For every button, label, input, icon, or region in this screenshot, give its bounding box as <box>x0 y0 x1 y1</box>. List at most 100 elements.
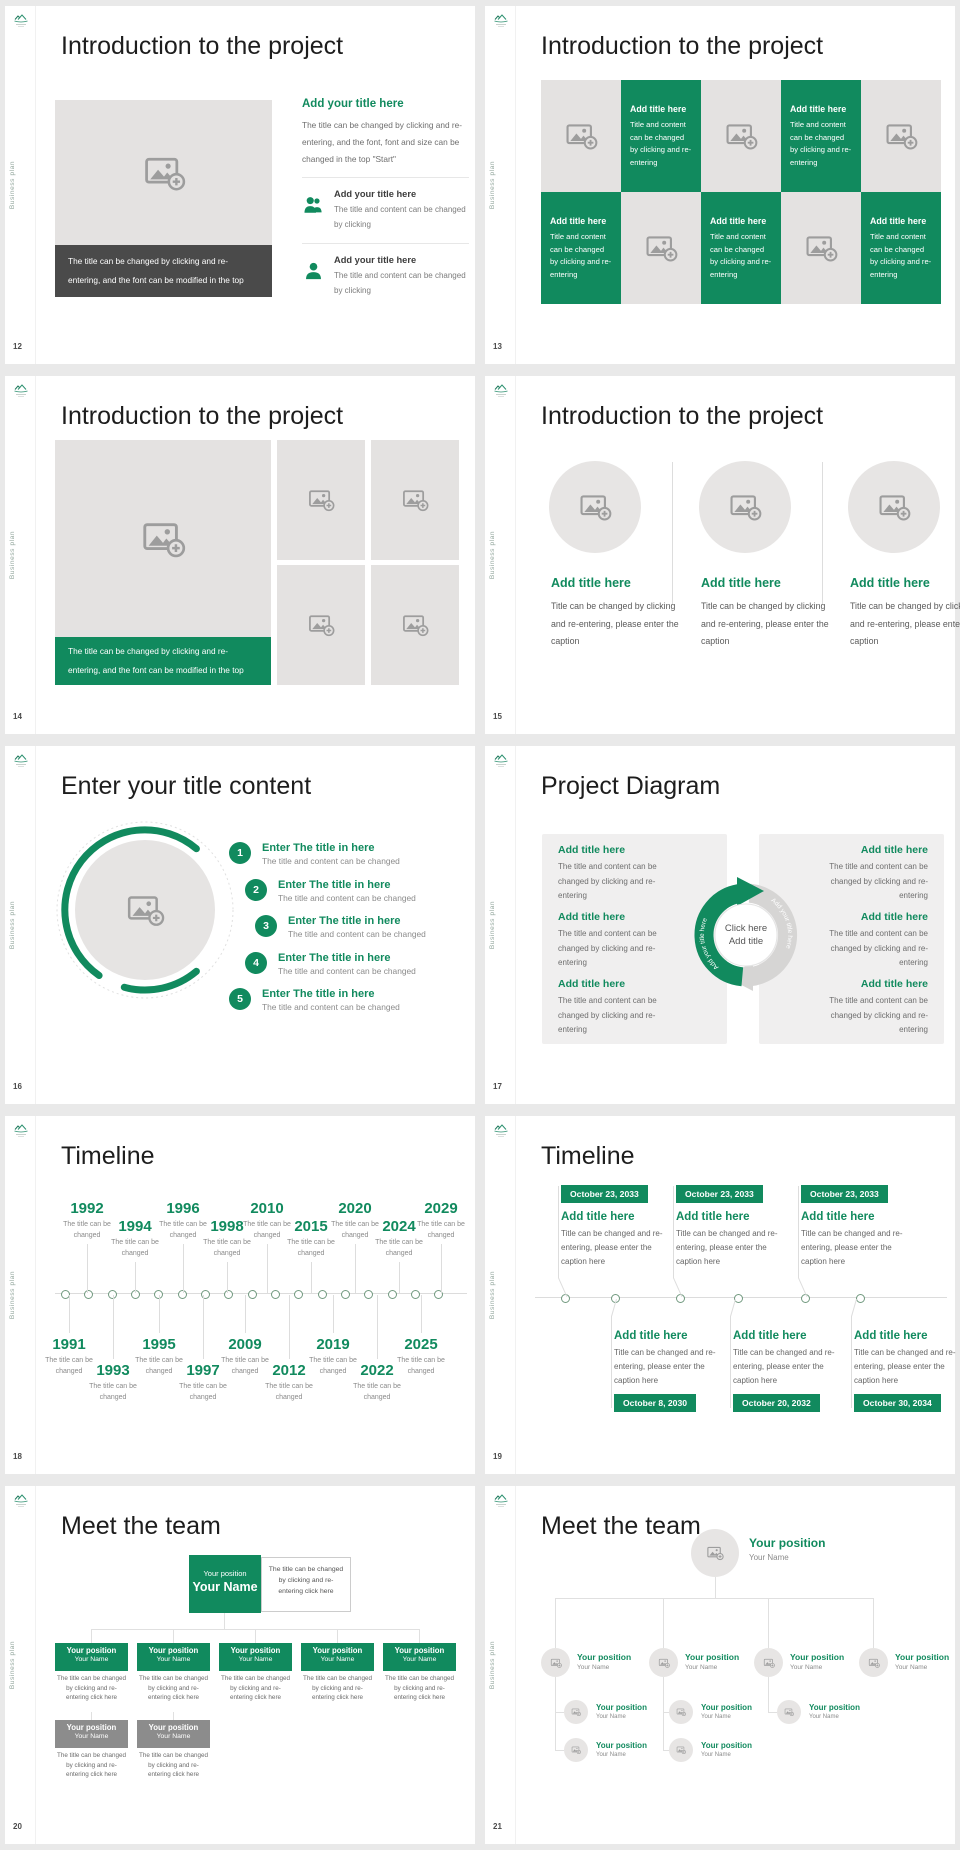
org-connector <box>91 1629 92 1643</box>
slide-title: Introduction to the project <box>61 402 344 430</box>
timeline-node <box>61 1290 70 1299</box>
name-label: Your Name <box>895 1664 928 1671</box>
year-stem <box>87 1244 88 1293</box>
year-stem <box>135 1262 136 1293</box>
date-badge: October 23, 2033 <box>561 1185 648 1203</box>
checkerboard-grid: Add title here Title and content can be c… <box>541 80 941 304</box>
item-text: The title and content can be changed <box>288 929 426 939</box>
image-placeholder-icon <box>658 1657 670 1669</box>
slide-18-thumbnail[interactable]: Business plan 18 Timeline 1992 The title … <box>5 1116 475 1474</box>
section-heading: Add your title here <box>302 98 404 110</box>
slide-15-thumbnail[interactable]: Business plan 15 Introduction to the pro… <box>485 376 960 734</box>
panel-item: Add title here The title and content can … <box>558 844 682 904</box>
numbered-item: 2 Enter The title in here The title and co… <box>245 879 416 903</box>
panel-item: Add title here The title and content can … <box>804 844 928 904</box>
slide-20-thumbnail[interactable]: Business plan 20 Meet the team Your posi… <box>5 1486 475 1844</box>
year-caption: The title can be changed <box>159 1221 207 1239</box>
timeline-year: 2009 The title can be changed <box>213 1336 277 1377</box>
image-placeholder-icon <box>550 1657 562 1669</box>
text-cell: Add title here Title and content can be c… <box>701 192 781 304</box>
org-connector <box>555 1677 556 1750</box>
avatar <box>669 1738 693 1762</box>
org-chart-note: The title can be changed by clicking and… <box>261 1557 351 1612</box>
item-heading: Add your title here <box>334 189 417 199</box>
text-column: Add your title here The title can be cha… <box>302 98 469 300</box>
item-text: The title and content can be changed <box>278 893 416 903</box>
image-placeholder-icon <box>571 1707 581 1717</box>
timeline-node <box>856 1294 865 1303</box>
slide-14-thumbnail[interactable]: Business plan 14 Introduction to the pro… <box>5 376 475 734</box>
position-label: Your position <box>596 1703 647 1712</box>
year-caption: The title can be changed <box>111 1239 159 1257</box>
column-text: Add title here Title can be changed by cl… <box>850 576 960 651</box>
card-connector <box>558 1186 559 1278</box>
year-caption: The title can be changed <box>45 1357 93 1375</box>
brand-logo-icon <box>491 1493 511 1508</box>
cell-heading: Add title here <box>790 104 847 114</box>
org-connector <box>663 1750 669 1751</box>
year-label: 2019 <box>316 1336 350 1353</box>
year-stem <box>159 1295 160 1333</box>
list-item: Add your title here The title and conten… <box>302 187 469 234</box>
name-label: Your Name <box>809 1714 839 1720</box>
slide-17-thumbnail[interactable]: Business plan 17 Project Diagram Add tit… <box>485 746 955 1104</box>
timeline-year: 1991 The title can be changed <box>37 1336 101 1377</box>
position-label: Your position <box>895 1652 950 1662</box>
item-heading: Add title here <box>676 1211 750 1223</box>
brand-vertical-label: Business plan <box>9 1270 16 1320</box>
name-label: Your Name <box>74 1656 109 1663</box>
image-placeholder-icon <box>401 611 429 639</box>
avatar <box>859 1648 888 1677</box>
slide-16-thumbnail[interactable]: Business plan 16 Enter your title conten… <box>5 746 475 1104</box>
divider <box>302 243 469 244</box>
item-heading: Add title here <box>860 911 928 923</box>
numbered-item: 1 Enter The title in here The title and co… <box>229 842 400 866</box>
timeline-node <box>434 1290 443 1299</box>
name-label: Your Name <box>685 1664 718 1671</box>
timeline-node <box>388 1290 397 1299</box>
image-placeholder-icon <box>804 231 838 265</box>
name-label: Your Name <box>74 1733 109 1740</box>
image-placeholder-icon <box>728 490 762 524</box>
slide-number: 18 <box>13 1452 22 1461</box>
item-heading: Add title here <box>854 1330 928 1342</box>
position-label: Your position <box>394 1646 445 1655</box>
image-placeholder <box>621 192 701 304</box>
org-connector <box>173 1712 174 1720</box>
slide-13-thumbnail[interactable]: Business plan 13 Introduction to the pro… <box>485 6 955 364</box>
slide-number: 14 <box>13 712 22 721</box>
name-label: Your Name <box>749 1553 789 1562</box>
brand-logo-icon <box>11 1123 31 1138</box>
slide-19-thumbnail[interactable]: Business plan 19 Timeline October 23, 20… <box>485 1116 956 1474</box>
year-label: 2029 <box>424 1200 458 1217</box>
brand-logo-icon <box>491 383 511 398</box>
member-label: Your position Your Name <box>685 1652 739 1671</box>
org-chart-member: Your position Your Name <box>301 1643 374 1671</box>
org-connector <box>337 1629 338 1643</box>
image-placeholder <box>541 80 621 192</box>
column-text: Add title here Title can be changed by cl… <box>551 576 686 651</box>
slide-title: Introduction to the project <box>541 402 824 430</box>
avatar <box>564 1738 588 1762</box>
slide-12-thumbnail[interactable]: Business plan 12 Introduction to the pro… <box>5 6 475 364</box>
user-icon <box>302 260 325 283</box>
sidebar-divider <box>35 376 36 734</box>
number-badge: 2 <box>245 879 267 901</box>
slide-21-thumbnail[interactable]: Business plan 21 Meet the team Your posi… <box>485 1486 955 1844</box>
org-chart-member: Your position Your Name <box>137 1720 210 1748</box>
brand-vertical-label: Business plan <box>489 530 496 580</box>
brand-logo-icon <box>11 13 31 28</box>
timeline-node <box>364 1290 373 1299</box>
org-chart-member: Your position Your Name <box>137 1643 210 1671</box>
year-stem <box>333 1295 334 1333</box>
item-text: The title and content can be changed by … <box>334 271 466 295</box>
image-placeholder-icon <box>868 1657 880 1669</box>
date-badge: October 23, 2033 <box>801 1185 888 1203</box>
slide-number: 20 <box>13 1822 22 1831</box>
item-text: The title and content can be changed <box>278 966 416 976</box>
timeline-year: 1995 The title can be changed <box>127 1336 191 1377</box>
timeline-year: 2020 The title can be changed <box>323 1200 387 1241</box>
name-label: Your Name <box>596 1714 626 1720</box>
item-heading: Add your title here <box>334 255 417 265</box>
image-placeholder-icon <box>877 490 911 524</box>
